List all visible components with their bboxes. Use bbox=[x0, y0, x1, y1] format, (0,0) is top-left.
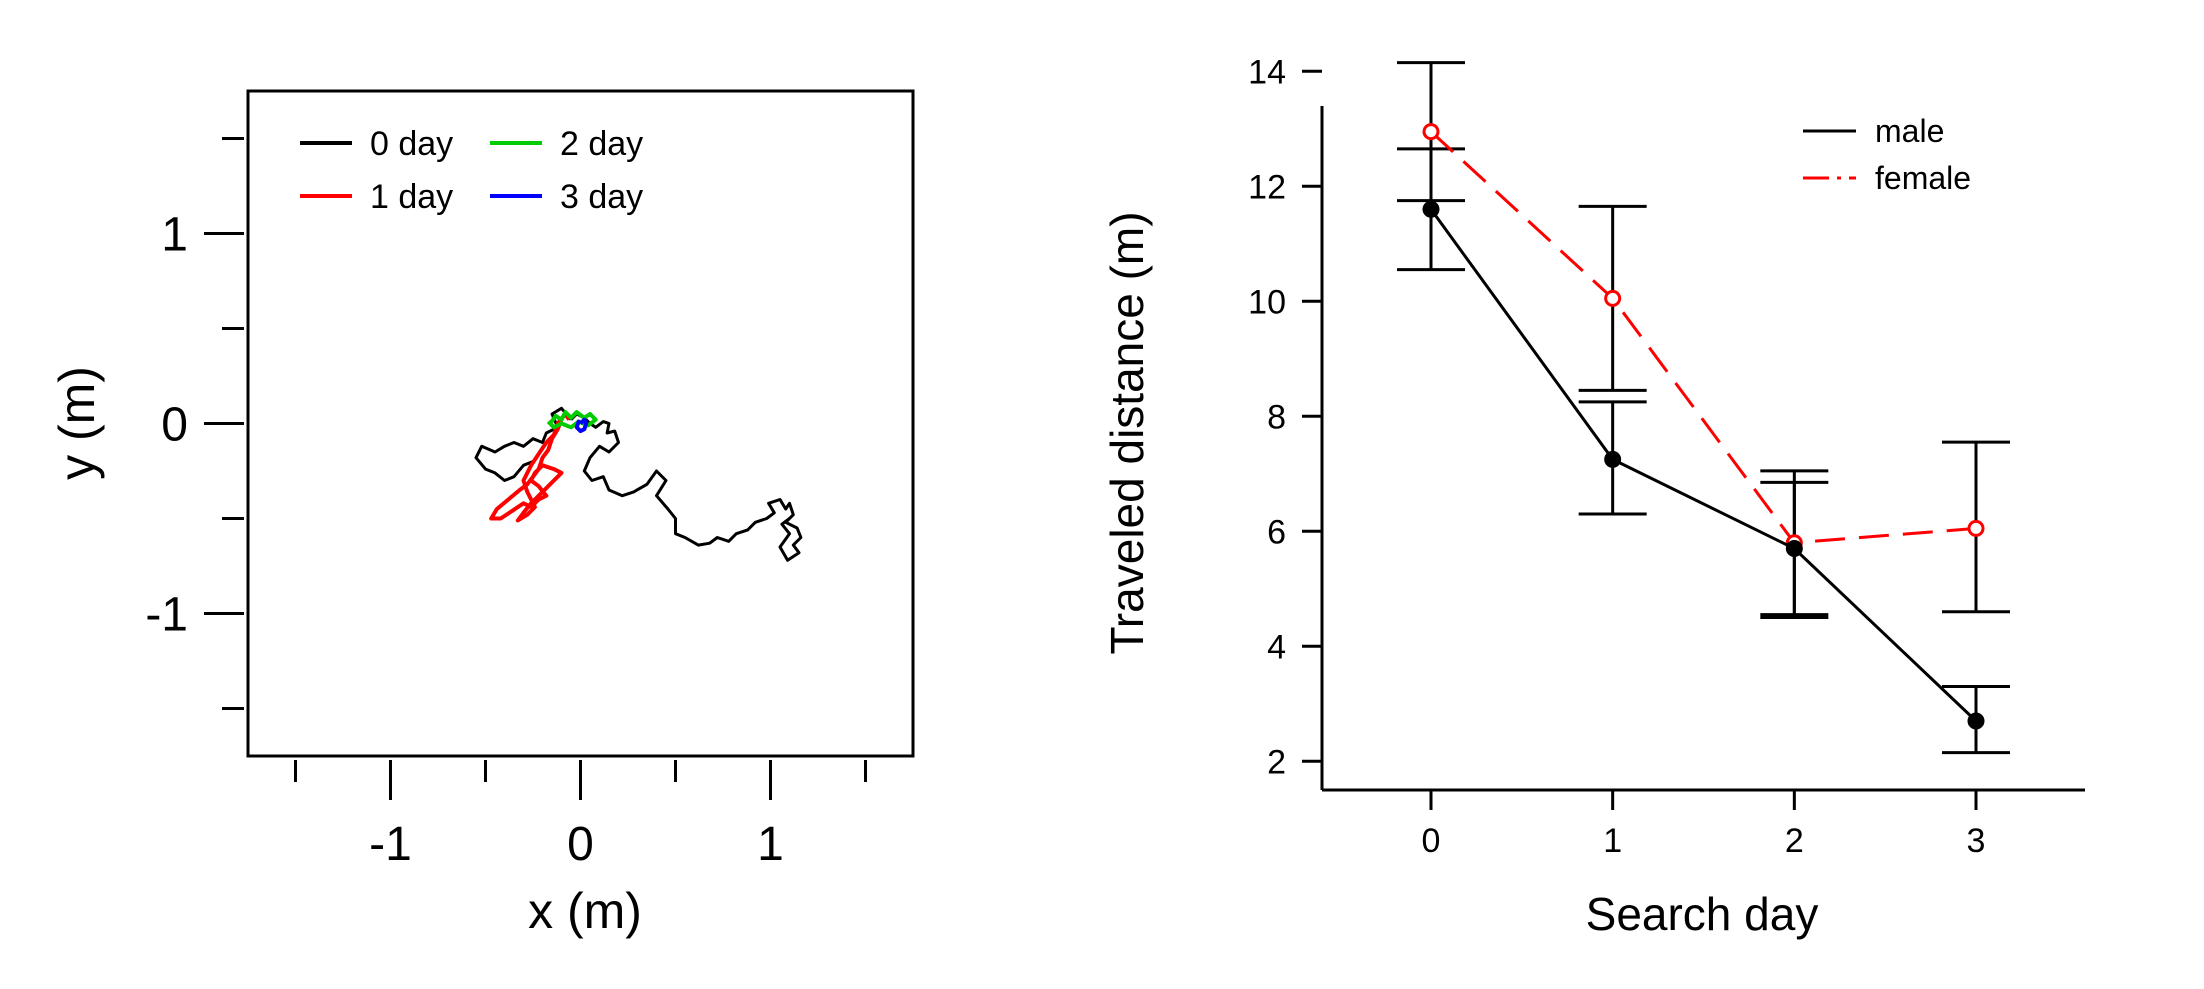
x-tick-label: 0 bbox=[1422, 822, 1441, 860]
trajectory-path bbox=[574, 417, 589, 434]
y-tick-label: 4 bbox=[1267, 628, 1286, 666]
y-tick-label: 0 bbox=[161, 399, 188, 452]
data-point-male bbox=[1604, 450, 1622, 468]
data-point-female bbox=[1422, 123, 1440, 141]
distance-series bbox=[1397, 61, 2010, 755]
trajectory-x-axis-label: x (m) bbox=[528, 883, 642, 939]
x-tick-label: 2 bbox=[1785, 822, 1804, 860]
legend-label: 1 day bbox=[370, 178, 453, 216]
y-tick-label: 14 bbox=[1248, 53, 1286, 91]
series-male bbox=[1397, 147, 2010, 755]
series-line-male bbox=[1429, 208, 1978, 723]
y-tick-label: 6 bbox=[1267, 513, 1286, 551]
trajectory-paths bbox=[474, 406, 803, 562]
data-point-female bbox=[1967, 519, 1985, 537]
x-tick-label: 1 bbox=[1603, 822, 1622, 860]
x-tick-label: -1 bbox=[369, 818, 412, 871]
data-point-male bbox=[1967, 712, 1985, 730]
data-point-male bbox=[1422, 200, 1440, 218]
y-tick-label: 10 bbox=[1248, 283, 1286, 321]
y-tick-label: 12 bbox=[1248, 168, 1286, 206]
x-tick-label: 0 bbox=[567, 818, 594, 871]
x-tick-label: 1 bbox=[757, 818, 784, 871]
legend-label: 3 day bbox=[560, 178, 643, 216]
distance-x-axis: 0 1 2 3 bbox=[1422, 790, 1986, 860]
data-point-female bbox=[1604, 289, 1622, 307]
legend-label: 2 day bbox=[560, 125, 643, 163]
x-tick-label: 3 bbox=[1967, 822, 1986, 860]
y-tick-label: 1 bbox=[161, 209, 188, 262]
trajectory-y-axis: -1 0 1 bbox=[145, 137, 244, 710]
trajectory-path bbox=[546, 410, 598, 430]
legend-label: male bbox=[1875, 113, 1944, 149]
trajectory-path bbox=[489, 412, 571, 523]
trajectory-legend: 0 day 1 day 2 day 3 day bbox=[300, 125, 643, 216]
distance-x-axis-label: Search day bbox=[1586, 888, 1819, 940]
y-tick-label: 2 bbox=[1267, 743, 1286, 781]
trajectory-y-axis-label: y (m) bbox=[49, 366, 105, 480]
data-point-male bbox=[1785, 540, 1803, 557]
legend-label: female bbox=[1875, 160, 1971, 196]
series-line-female bbox=[1429, 130, 1977, 545]
distance-y-axis-label: Traveled distance (m) bbox=[1101, 211, 1153, 654]
trajectory-x-axis: -1 0 1 bbox=[294, 760, 867, 871]
distance-legend: male female bbox=[1803, 113, 1971, 196]
y-tick-label: 8 bbox=[1267, 398, 1286, 436]
trajectory-panel: -1 0 1 -1 0 1 0 day 1 day 2 day 3 day x (m) y (… bbox=[49, 89, 915, 939]
legend-label: 0 day bbox=[370, 125, 453, 163]
distance-y-axis: 2 4 6 8 10 12 14 bbox=[1248, 53, 1322, 781]
y-tick-label: -1 bbox=[145, 589, 188, 642]
trajectory-path bbox=[569, 412, 803, 562]
